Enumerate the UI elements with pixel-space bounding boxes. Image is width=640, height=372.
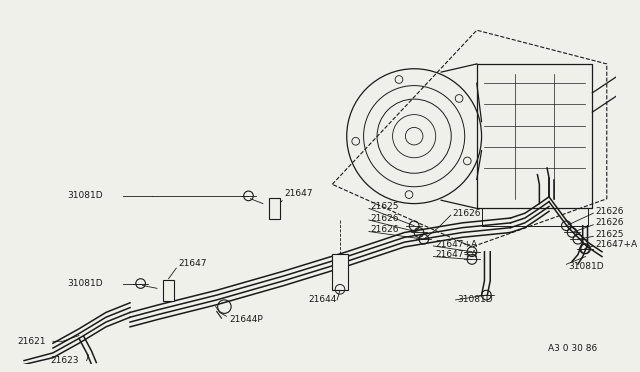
Text: 21647: 21647 bbox=[178, 259, 207, 268]
Text: 21647: 21647 bbox=[284, 189, 312, 198]
Text: 31081D: 31081D bbox=[67, 279, 103, 288]
Bar bbox=[269, 198, 280, 219]
Bar bbox=[163, 280, 174, 301]
Text: 21626: 21626 bbox=[595, 207, 624, 216]
Text: 21626: 21626 bbox=[595, 218, 624, 227]
Text: 21626: 21626 bbox=[371, 225, 399, 234]
Text: 31081D: 31081D bbox=[67, 191, 103, 201]
Bar bbox=[332, 254, 348, 290]
Text: 21644P: 21644P bbox=[229, 315, 263, 324]
Text: 21621: 21621 bbox=[17, 337, 46, 346]
Text: 21626: 21626 bbox=[371, 214, 399, 222]
Text: 21625: 21625 bbox=[595, 230, 624, 239]
Text: 31081D: 31081D bbox=[568, 262, 604, 271]
Text: 21644: 21644 bbox=[308, 295, 337, 304]
Text: 31081D: 31081D bbox=[458, 295, 493, 304]
Text: 21647+A: 21647+A bbox=[435, 250, 477, 259]
Text: 21647+A: 21647+A bbox=[595, 240, 637, 248]
Text: A3 0 30 86: A3 0 30 86 bbox=[548, 344, 597, 353]
Text: 21626: 21626 bbox=[452, 209, 481, 218]
Text: 21647+A: 21647+A bbox=[435, 240, 477, 248]
Text: 21625: 21625 bbox=[371, 202, 399, 211]
Text: 21623: 21623 bbox=[50, 356, 79, 365]
